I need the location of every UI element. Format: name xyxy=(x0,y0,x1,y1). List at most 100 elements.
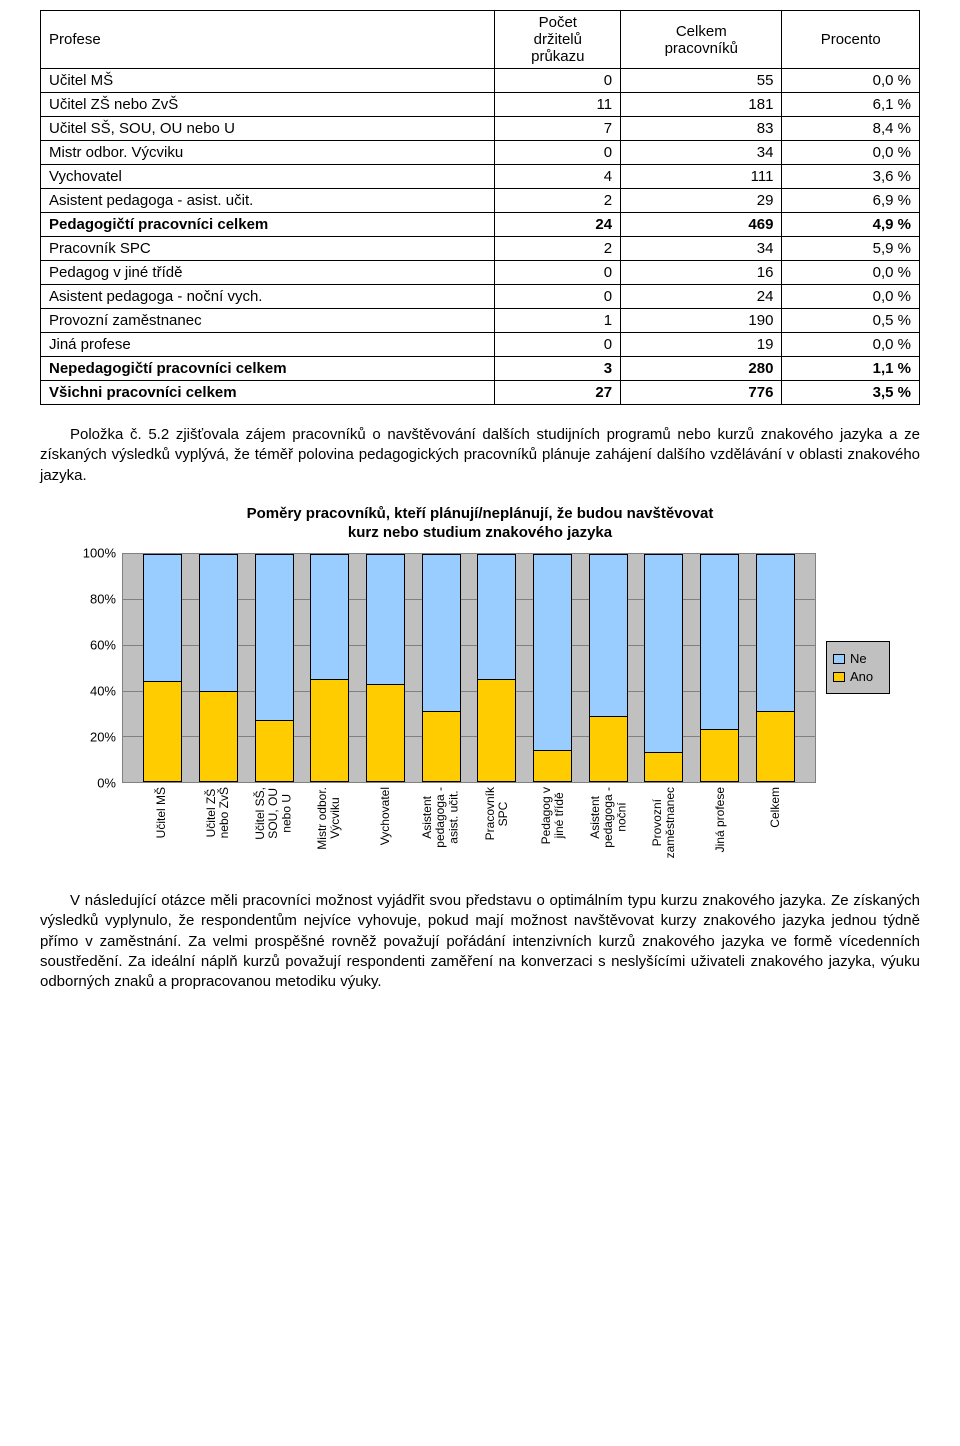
cell-percent: 3,6 % xyxy=(782,165,920,189)
cell-percent: 0,5 % xyxy=(782,309,920,333)
legend-label-ne: Ne xyxy=(850,651,867,666)
paragraph-2-text: V následující otázce měli pracovníci mož… xyxy=(40,892,920,990)
bar-segment-ne xyxy=(422,554,461,711)
x-tick-label: Učitel MŠ xyxy=(134,783,190,861)
cell-percent: 1,1 % xyxy=(782,357,920,381)
col-header-celkem: Celkem pracovníků xyxy=(621,11,782,69)
x-tick-label: Učitel ZŠ nebo ZvŠ xyxy=(190,783,246,861)
cell-total: 776 xyxy=(621,381,782,405)
cell-percent: 0,0 % xyxy=(782,333,920,357)
bar-segment-ano xyxy=(366,684,405,782)
cell-percent: 0,0 % xyxy=(782,141,920,165)
cell-total: 280 xyxy=(621,357,782,381)
x-tick-label: Jiná profese xyxy=(692,783,748,861)
table-row: Asistent pedagoga - asist. učit.2296,9 % xyxy=(41,189,920,213)
paragraph-1: Položka č. 5.2 zjišťovala zájem pracovní… xyxy=(40,425,920,486)
bar-segment-ne xyxy=(644,554,683,752)
bar-segment-ano xyxy=(533,750,572,782)
cell-label: Vychovatel xyxy=(41,165,495,189)
bar-segment-ano xyxy=(644,752,683,782)
bar-segment-ne xyxy=(366,554,405,684)
col-header-profese: Profese xyxy=(41,11,495,69)
cell-percent: 0,0 % xyxy=(782,69,920,93)
legend-box-ne xyxy=(833,654,845,664)
bar-slot xyxy=(191,554,247,782)
cell-label: Všichni pracovníci celkem xyxy=(41,381,495,405)
bar-slot xyxy=(302,554,358,782)
bar-slot xyxy=(747,554,803,782)
cell-count: 1 xyxy=(495,309,621,333)
cell-label: Učitel ZŠ nebo ZvŠ xyxy=(41,93,495,117)
table-header-row: Profese Počet držitelů průkazu Celkem pr… xyxy=(41,11,920,69)
bar-slot xyxy=(246,554,302,782)
cell-total: 469 xyxy=(621,213,782,237)
bar-segment-ano xyxy=(255,720,294,782)
table-row: Jiná profese0190,0 % xyxy=(41,333,920,357)
cell-percent: 3,5 % xyxy=(782,381,920,405)
y-tick-label: 40% xyxy=(90,683,116,698)
y-tick-label: 60% xyxy=(90,637,116,652)
bar-slot xyxy=(525,554,581,782)
bar-slot xyxy=(358,554,414,782)
cell-total: 34 xyxy=(621,141,782,165)
profession-table: Profese Počet držitelů průkazu Celkem pr… xyxy=(40,10,920,405)
bar xyxy=(310,554,349,782)
bar-segment-ne xyxy=(589,554,628,716)
col-header-pocet: Počet držitelů průkazu xyxy=(495,11,621,69)
cell-label: Jiná profese xyxy=(41,333,495,357)
table-row: Nepedagogičtí pracovníci celkem32801,1 % xyxy=(41,357,920,381)
cell-count: 4 xyxy=(495,165,621,189)
y-tick-label: 100% xyxy=(83,545,116,560)
bar-segment-ne xyxy=(255,554,294,720)
cell-total: 83 xyxy=(621,117,782,141)
cell-count: 2 xyxy=(495,189,621,213)
bar-segment-ano xyxy=(422,711,461,782)
x-tick-label: Celkem xyxy=(748,783,804,861)
table-row: Pracovník SPC2345,9 % xyxy=(41,237,920,261)
bar xyxy=(143,554,182,782)
cell-count: 27 xyxy=(495,381,621,405)
bar-segment-ne xyxy=(533,554,572,750)
cell-total: 181 xyxy=(621,93,782,117)
bar-slot xyxy=(469,554,525,782)
cell-total: 55 xyxy=(621,69,782,93)
table-row: Asistent pedagoga - noční vych.0240,0 % xyxy=(41,285,920,309)
cell-percent: 0,0 % xyxy=(782,261,920,285)
table-row: Učitel MŠ0550,0 % xyxy=(41,69,920,93)
chart-title: Poměry pracovníků, kteří plánují/neplánu… xyxy=(70,504,890,543)
y-tick-label: 0% xyxy=(97,775,116,790)
cell-label: Provozní zaměstnanec xyxy=(41,309,495,333)
table-row: Pedagog v jiné třídě0160,0 % xyxy=(41,261,920,285)
bar-segment-ne xyxy=(700,554,739,730)
x-tick-label: Pracovník SPC xyxy=(469,783,525,861)
cell-label: Asistent pedagoga - asist. učit. xyxy=(41,189,495,213)
x-tick-label: Asistent pedagoga - noční xyxy=(581,783,637,861)
ratio-chart: Poměry pracovníků, kteří plánují/neplánu… xyxy=(70,504,890,861)
bar-segment-ano xyxy=(143,681,182,781)
bar-segment-ano xyxy=(756,711,795,782)
x-tick-label: Provozní zaměstnanec xyxy=(636,783,692,861)
cell-count: 11 xyxy=(495,93,621,117)
cell-percent: 5,9 % xyxy=(782,237,920,261)
cell-label: Asistent pedagoga - noční vych. xyxy=(41,285,495,309)
bar xyxy=(366,554,405,782)
cell-count: 24 xyxy=(495,213,621,237)
cell-label: Učitel SŠ, SOU, OU nebo U xyxy=(41,117,495,141)
cell-total: 29 xyxy=(621,189,782,213)
bar-segment-ne xyxy=(143,554,182,682)
cell-total: 24 xyxy=(621,285,782,309)
bar-slot xyxy=(413,554,469,782)
x-tick-label: Pedagog v jiné třídě xyxy=(525,783,581,861)
bar-segment-ano xyxy=(310,679,349,782)
cell-count: 7 xyxy=(495,117,621,141)
bar-segment-ne xyxy=(199,554,238,691)
y-tick-label: 80% xyxy=(90,591,116,606)
cell-total: 190 xyxy=(621,309,782,333)
bar xyxy=(644,554,683,782)
table-row: Vychovatel41113,6 % xyxy=(41,165,920,189)
cell-label: Pedagog v jiné třídě xyxy=(41,261,495,285)
bar-segment-ne xyxy=(310,554,349,679)
bar-segment-ano xyxy=(477,679,516,782)
paragraph-1-text: Položka č. 5.2 zjišťovala zájem pracovní… xyxy=(40,426,920,484)
cell-total: 19 xyxy=(621,333,782,357)
